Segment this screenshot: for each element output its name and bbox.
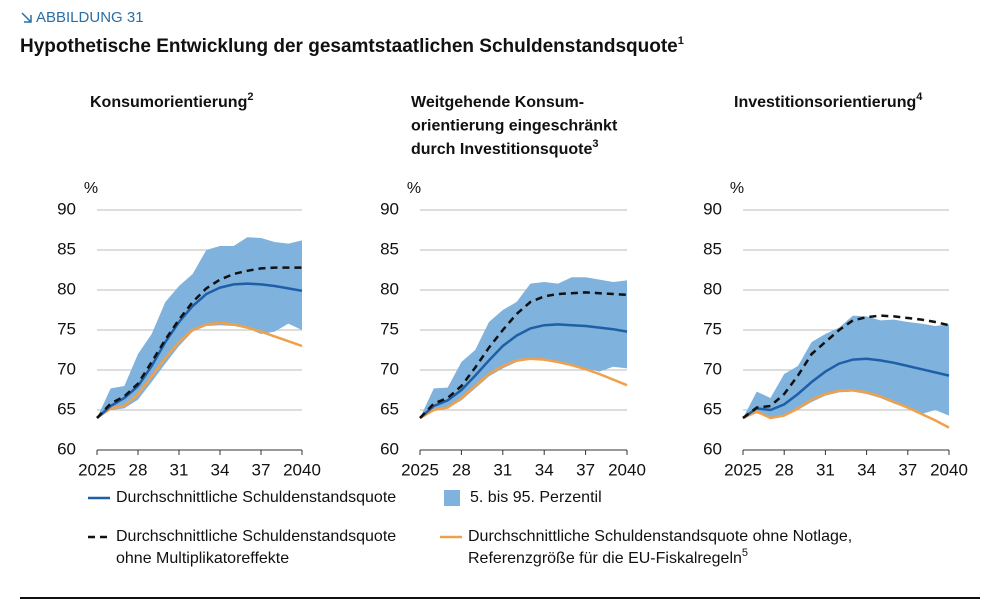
x-tick-label: 28: [452, 460, 471, 479]
panel-title: durch Investitionsquote3: [411, 138, 598, 158]
series-line: [96, 282, 303, 419]
panel-title: Weitgehende Konsum-: [411, 94, 584, 111]
legend-text: 5. bis 95. Perzentil: [470, 489, 602, 506]
legend-text: Referenzgröße für die EU-Fiskalregeln: [468, 550, 742, 567]
y-tick-label: 85: [380, 239, 399, 258]
panel-title-note: 2: [247, 91, 253, 103]
x-tick-label: 28: [775, 460, 794, 479]
y-tick-label: 70: [57, 359, 76, 378]
legend-label: ohne Multiplikatoreffekte: [116, 550, 289, 567]
x-tick-label: 31: [493, 460, 512, 479]
x-tick-label: 28: [129, 460, 148, 479]
panel-title-line: durch Investitionsquote: [411, 141, 592, 158]
series-line: [419, 323, 628, 419]
x-tick-label: 34: [535, 460, 554, 479]
x-tick-label: 34: [857, 460, 876, 479]
y-tick-label: 75: [703, 319, 722, 338]
percentile-band: [420, 277, 627, 418]
y-tick-label: 85: [57, 239, 76, 258]
legend-label: 5. bis 95. Perzentil: [470, 489, 602, 506]
y-tick-label: 90: [380, 199, 399, 218]
title-text: Hypothetische Entwicklung der gesamtstaa…: [20, 36, 678, 57]
legend-text: Durchschnittliche Schuldenstandsquote: [116, 489, 396, 506]
x-tick-label: 34: [211, 460, 230, 479]
x-tick-label: 2025: [401, 460, 439, 479]
y-tick-label: 65: [703, 399, 722, 418]
y-axis-label: %: [84, 180, 98, 197]
y-tick-label: 60: [57, 439, 76, 458]
legend-swatch: [444, 490, 460, 506]
panel-title-line: Weitgehende Konsum-: [411, 94, 584, 111]
x-tick-label: 31: [816, 460, 835, 479]
panel-title-note: 3: [592, 138, 598, 150]
y-tick-label: 80: [703, 279, 722, 298]
title-note: 1: [678, 35, 684, 47]
y-tick-label: 60: [703, 439, 722, 458]
panel-title: Investitionsorientierung4: [734, 91, 923, 111]
legend-label: Durchschnittliche Schuldenstandsquote: [116, 489, 396, 506]
x-tick-label: 37: [898, 460, 917, 479]
dashed-line: [96, 266, 302, 419]
x-tick-label: 31: [170, 460, 189, 479]
y-tick-label: 90: [703, 199, 722, 218]
panel-title-line: orientierung eingeschränkt: [411, 118, 618, 135]
legend-label: Referenzgröße für die EU-Fiskalregeln5: [468, 547, 748, 567]
dashed-line: [742, 314, 950, 419]
x-tick-label: 2040: [283, 460, 321, 479]
percentile-band: [743, 315, 949, 418]
legend-text: Durchschnittliche Schuldenstandsquote: [116, 528, 396, 545]
y-tick-label: 90: [57, 199, 76, 218]
legend-text: ohne Multiplikatoreffekte: [116, 550, 289, 567]
arrow-icon: [21, 12, 32, 23]
panel-title: orientierung eingeschränkt: [411, 118, 618, 135]
y-tick-label: 70: [380, 359, 399, 378]
panel-title-note: 4: [916, 91, 923, 103]
x-tick-label: 37: [252, 460, 271, 479]
x-tick-label: 2040: [930, 460, 968, 479]
x-tick-label: 37: [576, 460, 595, 479]
legend-text: Durchschnittliche Schuldenstandsquote oh…: [468, 528, 852, 545]
y-tick-label: 80: [57, 279, 76, 298]
series-line: [96, 321, 303, 420]
legend-note: 5: [742, 547, 748, 559]
x-tick-label: 2040: [608, 460, 646, 479]
x-tick-label: 2025: [724, 460, 762, 479]
figure-label: ABBILDUNG 31: [36, 9, 144, 26]
y-tick-label: 70: [703, 359, 722, 378]
x-tick-label: 2025: [78, 460, 116, 479]
series-line: [742, 388, 950, 429]
y-tick-label: 65: [380, 399, 399, 418]
legend-label: Durchschnittliche Schuldenstandsquote oh…: [468, 528, 852, 545]
panel-title: Konsumorientierung2: [90, 91, 253, 111]
y-axis-label: %: [407, 180, 421, 197]
series-line: [419, 357, 628, 420]
y-tick-label: 75: [57, 319, 76, 338]
chart-title: Hypothetische Entwicklung der gesamtstaa…: [20, 35, 684, 57]
y-tick-label: 60: [380, 439, 399, 458]
y-tick-label: 65: [57, 399, 76, 418]
y-tick-label: 85: [703, 239, 722, 258]
panel-title-line: Konsumorientierung: [90, 94, 247, 111]
y-axis-label: %: [730, 180, 744, 197]
y-tick-label: 75: [380, 319, 399, 338]
legend-label: Durchschnittliche Schuldenstandsquote: [116, 528, 396, 545]
panel-title-line: Investitionsorientierung: [734, 94, 916, 111]
y-tick-label: 80: [380, 279, 399, 298]
series-line: [742, 357, 950, 420]
